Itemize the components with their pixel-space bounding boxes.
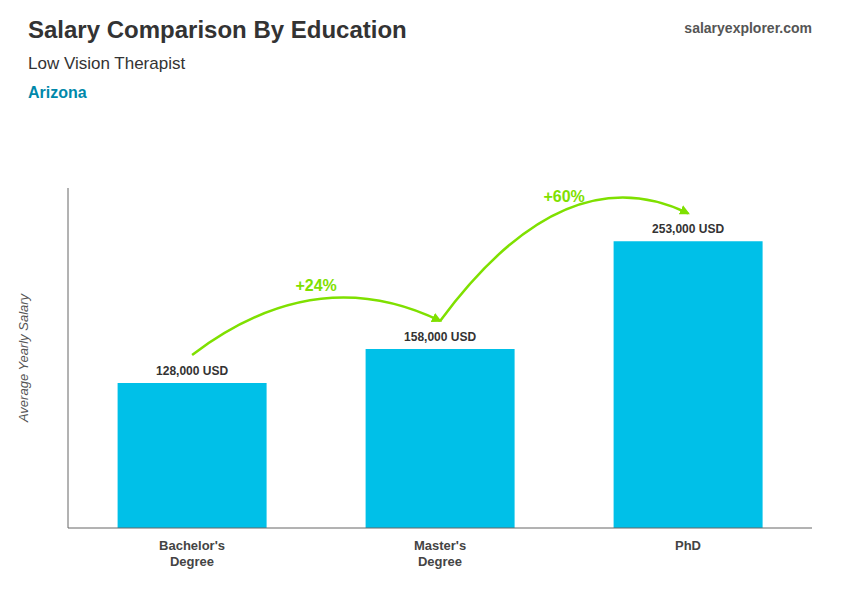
- svg-text:PhD: PhD: [675, 538, 701, 553]
- html-text:salaryexplorer.com: salaryexplorer.com: [684, 20, 812, 36]
- html-text:Salary Comparison By Education: Salary Comparison By Education: [28, 16, 407, 43]
- svg-text:Master'sDegree: Master'sDegree: [414, 538, 466, 569]
- svg-text:128,000 USD: 128,000 USD: [156, 364, 228, 378]
- svg-text:+24%: +24%: [295, 277, 336, 294]
- svg-text:253,000 USD: 253,000 USD: [652, 222, 724, 236]
- svg-text:Average Yearly Salary: Average Yearly Salary: [16, 292, 31, 423]
- svg-text:Bachelor'sDegree: Bachelor'sDegree: [159, 538, 225, 569]
- html-text:Arizona: Arizona: [28, 84, 87, 101]
- html-text:Low Vision Therapist: Low Vision Therapist: [28, 54, 186, 73]
- svg-text:+60%: +60%: [543, 188, 584, 205]
- svg-text:158,000 USD: 158,000 USD: [404, 330, 476, 344]
